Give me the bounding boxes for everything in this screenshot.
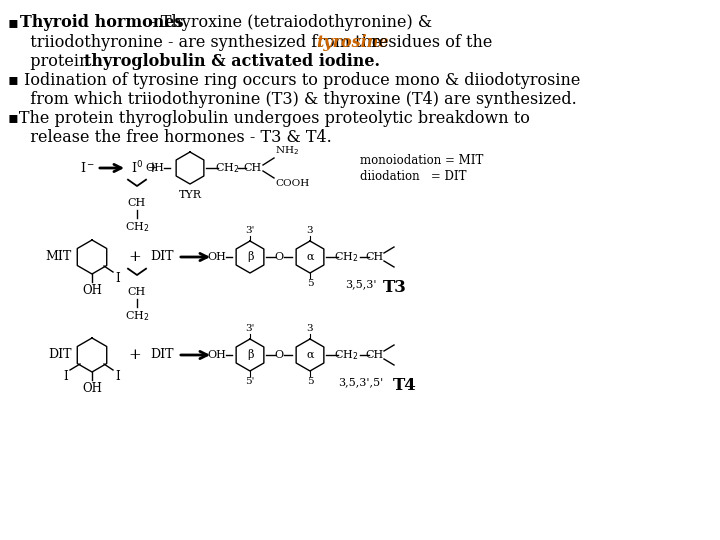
Text: 5: 5	[307, 279, 313, 288]
Text: 3': 3'	[246, 226, 255, 235]
Text: CH$_2$: CH$_2$	[215, 161, 239, 175]
Text: CH$_2$: CH$_2$	[125, 220, 149, 234]
Text: residues of the: residues of the	[366, 34, 492, 51]
Text: 3,5,3',5': 3,5,3',5'	[338, 377, 383, 387]
Text: α: α	[306, 350, 314, 360]
Text: 3': 3'	[246, 324, 255, 333]
Text: I: I	[63, 370, 68, 383]
Text: CH: CH	[244, 163, 262, 173]
Text: β: β	[247, 349, 253, 361]
Text: OH: OH	[82, 284, 102, 297]
Text: DIT: DIT	[48, 348, 72, 361]
Text: CH: CH	[366, 350, 384, 360]
Text: release the free hormones - T3 & T4.: release the free hormones - T3 & T4.	[20, 129, 332, 146]
Text: +: +	[146, 161, 158, 175]
Text: ▪The protein thyroglobulin undergoes proteolytic breakdown to: ▪The protein thyroglobulin undergoes pro…	[8, 110, 530, 127]
Text: T4: T4	[393, 377, 417, 394]
Text: CH: CH	[366, 252, 384, 262]
Text: OH: OH	[82, 382, 102, 395]
Text: TYR: TYR	[179, 190, 202, 200]
Text: 3,5,3': 3,5,3'	[345, 279, 377, 289]
Text: tyrosine: tyrosine	[317, 34, 390, 51]
Text: 3: 3	[307, 226, 313, 235]
Text: 5: 5	[307, 377, 313, 386]
Text: DIT: DIT	[150, 348, 174, 361]
Text: CH: CH	[128, 287, 146, 297]
Text: CH: CH	[128, 198, 146, 208]
Text: O: O	[274, 350, 284, 360]
Text: 5': 5'	[246, 377, 255, 386]
Text: COOH: COOH	[275, 179, 310, 188]
Text: thyroglobulin & activated iodine.: thyroglobulin & activated iodine.	[84, 53, 380, 70]
Text: OH: OH	[207, 252, 226, 262]
Text: diiodation   = DIT: diiodation = DIT	[360, 171, 467, 184]
Text: 3: 3	[307, 324, 313, 333]
Text: NH$_2$: NH$_2$	[275, 144, 299, 157]
Text: OH: OH	[145, 163, 164, 173]
Text: CH$_2$: CH$_2$	[334, 348, 359, 362]
Text: Thyroid hormones: Thyroid hormones	[20, 14, 184, 31]
Text: ▪ Iodination of tyrosine ring occurs to produce mono & diiodotyrosine: ▪ Iodination of tyrosine ring occurs to …	[8, 72, 580, 89]
Text: I: I	[115, 272, 120, 285]
Text: DIT: DIT	[150, 251, 174, 264]
Text: - Thyroxine (tetraiodothyronine) &: - Thyroxine (tetraiodothyronine) &	[145, 14, 432, 31]
Text: +: +	[129, 250, 141, 264]
Text: MIT: MIT	[46, 251, 72, 264]
Text: monoiodation = MIT: monoiodation = MIT	[360, 153, 483, 166]
Text: I$^0$: I$^0$	[131, 160, 143, 176]
Text: O: O	[274, 252, 284, 262]
Text: +: +	[129, 348, 141, 362]
Text: triiodothyronine - are synthesized from the: triiodothyronine - are synthesized from …	[20, 34, 387, 51]
Text: protein: protein	[20, 53, 94, 70]
Text: ▪: ▪	[8, 14, 19, 31]
Text: I: I	[115, 370, 120, 383]
Text: OH: OH	[207, 350, 226, 360]
Text: β: β	[247, 252, 253, 262]
Text: I$^-$: I$^-$	[81, 161, 96, 175]
Text: CH$_2$: CH$_2$	[334, 250, 359, 264]
Text: T3: T3	[383, 279, 407, 296]
Text: from which triiodothyronine (T3) & thyroxine (T4) are synthesized.: from which triiodothyronine (T3) & thyro…	[20, 91, 577, 108]
Text: CH$_2$: CH$_2$	[125, 309, 149, 323]
Text: α: α	[306, 252, 314, 262]
